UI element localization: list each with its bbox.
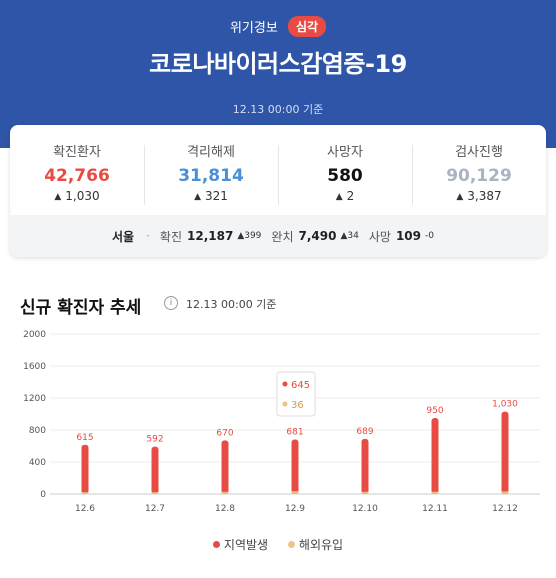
- stat-label: 확진환자: [53, 145, 101, 160]
- stat-released[interactable]: 격리해제 31,814 ▲ 321: [144, 125, 278, 215]
- bar-local: [431, 418, 439, 494]
- seoul-deaths-delta: -0: [425, 231, 434, 241]
- seoul-confirmed-delta: ▲399: [237, 231, 262, 241]
- legend-label: 해외유입: [298, 538, 344, 552]
- section-time: 12.13 00:00 기준: [186, 298, 277, 311]
- bar-local: [221, 440, 229, 494]
- bar-local: [291, 439, 299, 494]
- bar-imported: [501, 491, 509, 494]
- bar-data-label: 681: [286, 428, 303, 438]
- new-cases-chart: 0 400 800 1200 1600 2000 615 12.6 592 12.7 670 12.8…: [23, 330, 540, 514]
- header-banner: 위기경보 심각 코로나바이러스감염증-19 12.13 00:00 기준: [0, 0, 556, 148]
- bar-data-label: 592: [146, 435, 163, 445]
- bar-local: [501, 411, 509, 494]
- stat-value: 90,129: [446, 166, 512, 186]
- base-time: 12.13 00:00 기준: [232, 103, 324, 116]
- x-tick-label: 12.10: [352, 504, 378, 514]
- stat-confirmed[interactable]: 확진환자 42,766 ▲ 1,030: [10, 125, 144, 215]
- stat-deaths[interactable]: 사망자 580 ▲ 2: [278, 125, 412, 215]
- stat-testing[interactable]: 검사진행 90,129 ▲ 3,387: [412, 125, 546, 215]
- stat-value: 42,766: [44, 166, 110, 186]
- x-tick-label: 12.7: [145, 504, 165, 514]
- stat-value: 31,814: [178, 166, 244, 186]
- bar-data-label: 689: [356, 427, 373, 437]
- stat-label: 검사진행: [455, 145, 503, 160]
- stats-row: 확진환자 42,766 ▲ 1,030 격리해제 31,814 ▲ 321 사망자 …: [10, 125, 546, 215]
- seoul-confirmed-label: 확진: [159, 229, 182, 244]
- y-tick-label: 800: [29, 426, 46, 436]
- legend-dot-imported: [287, 541, 295, 548]
- section-title: 신규 확진자 추세: [20, 298, 142, 318]
- y-tick-label: 2000: [23, 330, 46, 340]
- tooltip-dot-imported: [282, 401, 288, 407]
- bar-imported: [361, 491, 369, 494]
- x-tick-label: 12.9: [285, 504, 305, 514]
- delta-value: 34: [347, 231, 359, 241]
- bar-imported: [81, 492, 89, 494]
- legend-item-imported[interactable]: 해외유입: [287, 536, 344, 553]
- y-tick-label: 1600: [23, 362, 46, 372]
- up-triangle-icon: ▲: [456, 192, 464, 202]
- stat-delta-value: 2: [346, 189, 355, 203]
- stats-card: 확진환자 42,766 ▲ 1,030 격리해제 31,814 ▲ 321 사망자 …: [10, 125, 546, 257]
- seoul-deaths-label: 사망: [368, 229, 391, 244]
- legend-label: 지역발생: [223, 538, 269, 552]
- seoul-released-delta: ▲34: [340, 231, 359, 241]
- legend-dot-local: [212, 541, 220, 548]
- stat-delta: ▲ 1,030: [10, 189, 144, 203]
- seoul-released-label: 완치: [271, 229, 294, 244]
- bar-local: [151, 446, 159, 494]
- bar-data-label: 1,030: [492, 400, 518, 410]
- bar-imported: [291, 491, 299, 494]
- bar-data-label: 670: [216, 428, 233, 438]
- stat-value: 580: [327, 166, 363, 186]
- stat-delta-value: 321: [205, 189, 228, 203]
- x-tick-label: 12.12: [492, 504, 518, 514]
- stat-label: 사망자: [327, 145, 363, 160]
- tooltip-imported-value: 36: [291, 400, 304, 411]
- x-tick-label: 12.11: [422, 504, 448, 514]
- seoul-city: 서울: [111, 229, 135, 244]
- stat-label: 격리해제: [187, 145, 235, 160]
- stat-delta: ▲ 2: [278, 189, 412, 203]
- bar-local: [81, 444, 89, 494]
- seoul-released: 7,490: [298, 229, 337, 243]
- tooltip-local-value: 645: [291, 380, 310, 391]
- bar-imported: [221, 491, 229, 494]
- chart-legend: 지역발생 해외유입: [0, 536, 556, 553]
- y-tick-label: 400: [29, 458, 46, 468]
- stat-delta: ▲ 3,387: [412, 189, 546, 203]
- seoul-deaths: 109: [395, 229, 422, 243]
- alert-label: 위기경보: [229, 21, 278, 36]
- delta-value: 399: [244, 231, 262, 241]
- bar-data-label: 950: [426, 406, 443, 416]
- page-title: 코로나바이러스감염증-19: [149, 50, 407, 78]
- legend-item-local[interactable]: 지역발생: [212, 536, 269, 553]
- stat-delta-value: 1,030: [65, 189, 100, 203]
- stat-delta: ▲ 321: [144, 189, 278, 203]
- stat-delta-value: 3,387: [467, 189, 502, 203]
- tooltip-dot-local: [282, 381, 288, 387]
- bar-data-label: 615: [76, 433, 93, 443]
- bar-imported: [151, 492, 159, 494]
- separator-dot: ·: [146, 229, 150, 243]
- alert-level-badge: 심각: [287, 16, 327, 37]
- up-triangle-icon: ▲: [335, 192, 343, 202]
- up-triangle-icon: ▲: [54, 192, 62, 202]
- bar-local: [361, 438, 369, 494]
- y-tick-label: 0: [40, 490, 46, 500]
- y-tick-label: 1200: [23, 394, 46, 404]
- bar-imported: [431, 491, 439, 494]
- delta-value: 0: [428, 231, 434, 241]
- up-triangle-icon: ▲: [194, 192, 201, 202]
- info-icon[interactable]: i: [164, 296, 178, 310]
- alert-level-row: 위기경보 심각: [0, 16, 556, 37]
- x-tick-label: 12.8: [215, 504, 235, 514]
- seoul-summary[interactable]: 서울 · 확진 12,187 ▲399 완치 7,490 ▲34 사망 109 …: [10, 215, 546, 257]
- seoul-confirmed: 12,187: [187, 229, 234, 243]
- x-tick-label: 12.6: [75, 504, 95, 514]
